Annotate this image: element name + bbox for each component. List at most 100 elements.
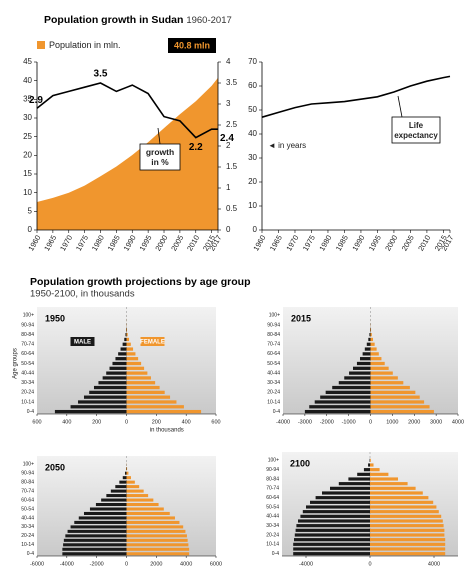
female-bar <box>370 357 382 361</box>
female-bar <box>370 510 439 514</box>
annotation: ◄ in years <box>268 141 306 150</box>
female-bar <box>126 516 175 520</box>
male-bar <box>110 489 127 493</box>
age-label: 30-34 <box>267 380 280 386</box>
female-bar <box>126 337 130 342</box>
female-bar <box>370 533 445 537</box>
male-bar <box>304 409 371 414</box>
x-tick-label: 0 <box>125 419 128 425</box>
female-bar <box>370 472 389 476</box>
female-bar <box>126 357 139 361</box>
male-bar <box>83 511 127 515</box>
female-bar <box>126 485 140 489</box>
age-label: 50-54 <box>21 361 34 367</box>
female-bar <box>126 342 131 346</box>
x-tick-label: 2005 <box>169 233 185 252</box>
female-bar <box>126 385 160 390</box>
male-bar <box>338 482 370 486</box>
age-label: 100+ <box>23 462 34 468</box>
male-bar <box>93 385 127 390</box>
female-bar <box>126 547 190 551</box>
male-bar <box>368 463 370 467</box>
male-bar <box>310 500 370 504</box>
female-bar <box>370 395 420 399</box>
y-tick-label: 30 <box>248 153 257 162</box>
female-bar <box>126 400 177 404</box>
age-label: 0-4 <box>273 409 280 415</box>
age-label: 10-14 <box>267 399 280 405</box>
male-bar <box>369 333 371 337</box>
male-bar <box>95 503 127 507</box>
age-label: 40-44 <box>267 370 280 376</box>
female-bar <box>370 524 444 528</box>
female-bar <box>370 538 446 542</box>
female-bar <box>126 552 190 556</box>
male-bar <box>295 528 370 532</box>
x-tick-label: 2010 <box>185 233 201 252</box>
female-bar <box>370 333 372 337</box>
female-bar <box>126 352 136 356</box>
age-label: 30-34 <box>266 523 279 529</box>
male-bar <box>115 485 127 489</box>
panel-title: 2100 <box>290 458 310 468</box>
male-bar <box>344 376 371 380</box>
y-tick-label: 40 <box>23 76 32 85</box>
male-bar <box>125 471 127 475</box>
male-bar <box>62 552 127 556</box>
x-tick-label: 4000 <box>180 561 192 567</box>
age-label: 0-4 <box>272 551 279 557</box>
y-tick-label: 30 <box>23 113 32 122</box>
legend-label: MALE <box>74 340 91 346</box>
female-bar <box>126 498 154 502</box>
male-bar <box>353 366 371 370</box>
age-label: 60-64 <box>267 351 280 357</box>
female-bar <box>126 347 134 351</box>
female-bar <box>370 500 434 504</box>
male-bar <box>348 477 370 481</box>
female-bar <box>370 486 416 490</box>
y-tick-label: 10 <box>248 201 257 210</box>
female-bar <box>370 505 437 509</box>
x-tick-label: 4000 <box>428 561 440 567</box>
legend-label: Population in mln. <box>49 40 121 50</box>
age-label: 20-24 <box>21 390 34 396</box>
male-bar <box>360 357 371 361</box>
male-bar <box>70 525 127 529</box>
y2-tick-label: 4 <box>226 57 231 66</box>
female-bar <box>370 371 393 375</box>
x-tick-label: 1970 <box>284 233 300 252</box>
age-label: 50-54 <box>266 504 279 510</box>
female-bar <box>370 342 375 346</box>
female-bar <box>126 538 188 542</box>
female-bar <box>370 376 398 380</box>
y-tick-label: 70 <box>248 57 257 66</box>
female-bar <box>126 480 135 484</box>
x-tick-label: 1990 <box>350 233 366 252</box>
y2-tick-label: 3.5 <box>226 78 238 87</box>
value-label: 2.9 <box>29 95 43 106</box>
age-label: 70-74 <box>266 486 279 492</box>
age-label: 70-74 <box>21 488 34 494</box>
x-tick-label: 200 <box>152 419 161 425</box>
age-label: 50-54 <box>21 506 34 512</box>
female-bar <box>126 471 129 475</box>
age-label: 70-74 <box>267 342 280 348</box>
male-bar <box>306 505 370 509</box>
female-bar <box>370 496 429 500</box>
x-tick-label: 6000 <box>210 561 222 567</box>
x-tick-label: 1995 <box>137 233 153 252</box>
y-tick-label: 50 <box>248 105 257 114</box>
female-bar <box>126 366 145 370</box>
y-tick-label: 15 <box>23 169 32 178</box>
x-tick-label: 1960 <box>251 233 267 252</box>
y-tick-label: 60 <box>248 81 257 90</box>
age-label: 90-94 <box>21 471 34 477</box>
y-tick-label: 35 <box>23 94 32 103</box>
age-label: 80-84 <box>21 479 34 485</box>
x-tick-label: 1965 <box>42 233 58 252</box>
male-bar <box>294 533 370 537</box>
x-tick-label: 4000 <box>452 419 464 425</box>
male-bar <box>109 366 127 370</box>
female-bar <box>126 529 186 533</box>
y2-tick-label: 2 <box>226 141 231 150</box>
